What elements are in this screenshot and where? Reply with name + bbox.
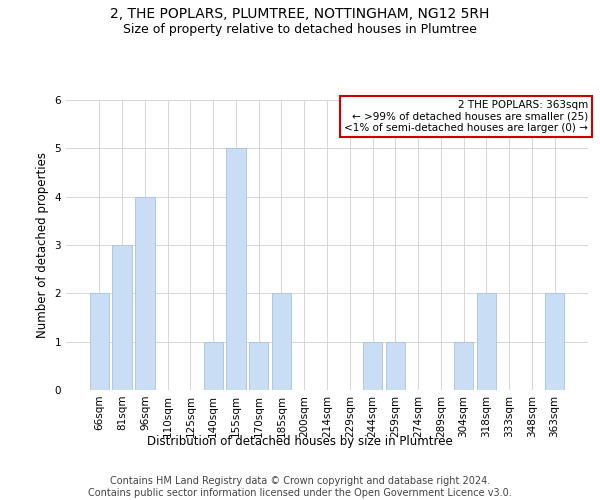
Bar: [363, 342, 382, 390]
Bar: [112, 245, 132, 390]
Text: 2 THE POPLARS: 363sqm
← >99% of detached houses are smaller (25)
<1% of semi-det: 2 THE POPLARS: 363sqm ← >99% of detached…: [344, 100, 588, 133]
Y-axis label: Number of detached properties: Number of detached properties: [36, 152, 49, 338]
Bar: [454, 342, 473, 390]
Bar: [203, 342, 223, 390]
Text: 2, THE POPLARS, PLUMTREE, NOTTINGHAM, NG12 5RH: 2, THE POPLARS, PLUMTREE, NOTTINGHAM, NG…: [110, 8, 490, 22]
Bar: [249, 342, 268, 390]
Bar: [135, 196, 155, 390]
Bar: [386, 342, 405, 390]
Text: Distribution of detached houses by size in Plumtree: Distribution of detached houses by size …: [147, 435, 453, 448]
Bar: [272, 294, 291, 390]
Text: Size of property relative to detached houses in Plumtree: Size of property relative to detached ho…: [123, 22, 477, 36]
Text: Contains HM Land Registry data © Crown copyright and database right 2024.
Contai: Contains HM Land Registry data © Crown c…: [88, 476, 512, 498]
Bar: [226, 148, 245, 390]
Bar: [476, 294, 496, 390]
Bar: [90, 294, 109, 390]
Bar: [545, 294, 564, 390]
